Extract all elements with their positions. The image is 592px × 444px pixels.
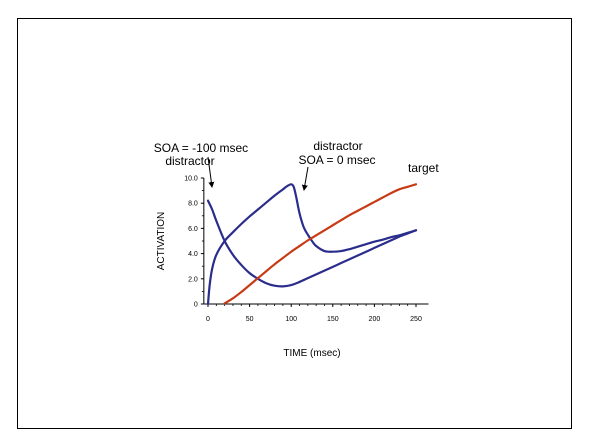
y-tick-label: 8.0 (188, 201, 198, 208)
series-line-distractor-soa-neg100 (206, 199, 418, 288)
series-line-distractor-soa-0 (206, 183, 418, 306)
series-line-target (223, 183, 418, 305)
y-tick-label: 10.0 (184, 176, 198, 183)
x-tick-label: 50 (246, 316, 254, 323)
y-tick-label: 2.0 (188, 276, 198, 283)
annotation-arrow-0 (301, 166, 309, 191)
y-tick-label: 6.0 (188, 226, 198, 233)
annotation-target: target (408, 161, 439, 175)
annotation-distractor-0-line2: SOA = 0 msec (298, 153, 375, 167)
annotation-arrow-neg100 (207, 156, 215, 188)
slide-frame (17, 18, 572, 429)
x-tick-label: 250 (410, 316, 422, 323)
x-tick-label: 100 (285, 316, 297, 323)
x-tick-label: 200 (369, 316, 381, 323)
x-tick-label: 150 (327, 316, 339, 323)
x-tick-label: 0 (206, 316, 210, 323)
annotation-distractor-neg100-line1: distractor (165, 154, 214, 168)
y-tick-label: 4.0 (188, 251, 198, 258)
y-axis-title: ACTIVATION (156, 212, 167, 271)
x-axis-title: TIME (msec) (283, 348, 340, 359)
annotation-distractor-neg100-line2: SOA = -100 msec (154, 141, 248, 155)
annotation-distractor-0-line1: distractor (313, 139, 362, 153)
y-tick-label: 0 (194, 302, 198, 309)
